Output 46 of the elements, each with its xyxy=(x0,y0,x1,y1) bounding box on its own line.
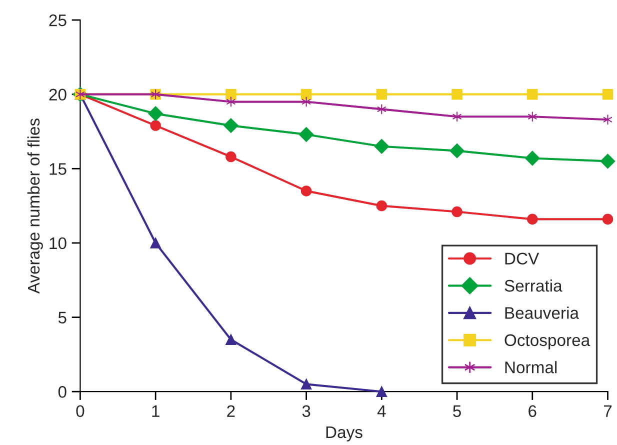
x-tick-label: 3 xyxy=(302,405,310,418)
point xyxy=(603,114,612,125)
x-tick-label: 7 xyxy=(604,405,612,417)
point xyxy=(600,154,616,169)
point xyxy=(450,143,464,158)
point xyxy=(226,151,236,162)
point xyxy=(226,334,236,345)
point xyxy=(452,88,462,100)
x-tick-label: 2 xyxy=(227,405,235,417)
legend-label: Normal xyxy=(505,361,557,374)
y-tick-label: 10 xyxy=(50,237,66,250)
point xyxy=(300,88,312,100)
point xyxy=(298,127,314,142)
legend-label: Octosporea xyxy=(504,334,590,350)
legend-label: Beauveria xyxy=(505,306,580,319)
legend-label: DCV xyxy=(505,252,540,264)
x-tick-label: 4 xyxy=(377,405,386,417)
point xyxy=(374,138,390,154)
y-tick-label: 0 xyxy=(58,386,66,398)
point xyxy=(376,88,388,100)
point xyxy=(527,214,538,225)
point xyxy=(376,200,388,212)
point xyxy=(376,386,388,397)
point xyxy=(226,88,236,100)
x-tick-label: 0 xyxy=(76,405,84,418)
x-axis-title: Days xyxy=(326,426,362,442)
point xyxy=(148,106,163,122)
point xyxy=(524,150,540,166)
point xyxy=(452,206,462,218)
point xyxy=(300,186,312,196)
point xyxy=(224,118,238,133)
x-tick-label: 1 xyxy=(152,405,160,417)
y-tick-label: 5 xyxy=(58,312,66,324)
legend-label: Serratia xyxy=(504,279,562,292)
y-tick-label: 15 xyxy=(50,163,66,175)
point xyxy=(300,378,312,390)
x-tick-label: 6 xyxy=(528,405,536,418)
y-tick-label: 20 xyxy=(49,88,66,101)
point xyxy=(150,238,161,248)
point xyxy=(602,88,614,100)
y-tick-label: 25 xyxy=(49,14,66,26)
point xyxy=(150,120,161,131)
point xyxy=(527,88,538,100)
point xyxy=(602,214,614,225)
y-axis-title: Average number of flies xyxy=(27,118,43,294)
x-tick-label: 5 xyxy=(453,405,461,418)
